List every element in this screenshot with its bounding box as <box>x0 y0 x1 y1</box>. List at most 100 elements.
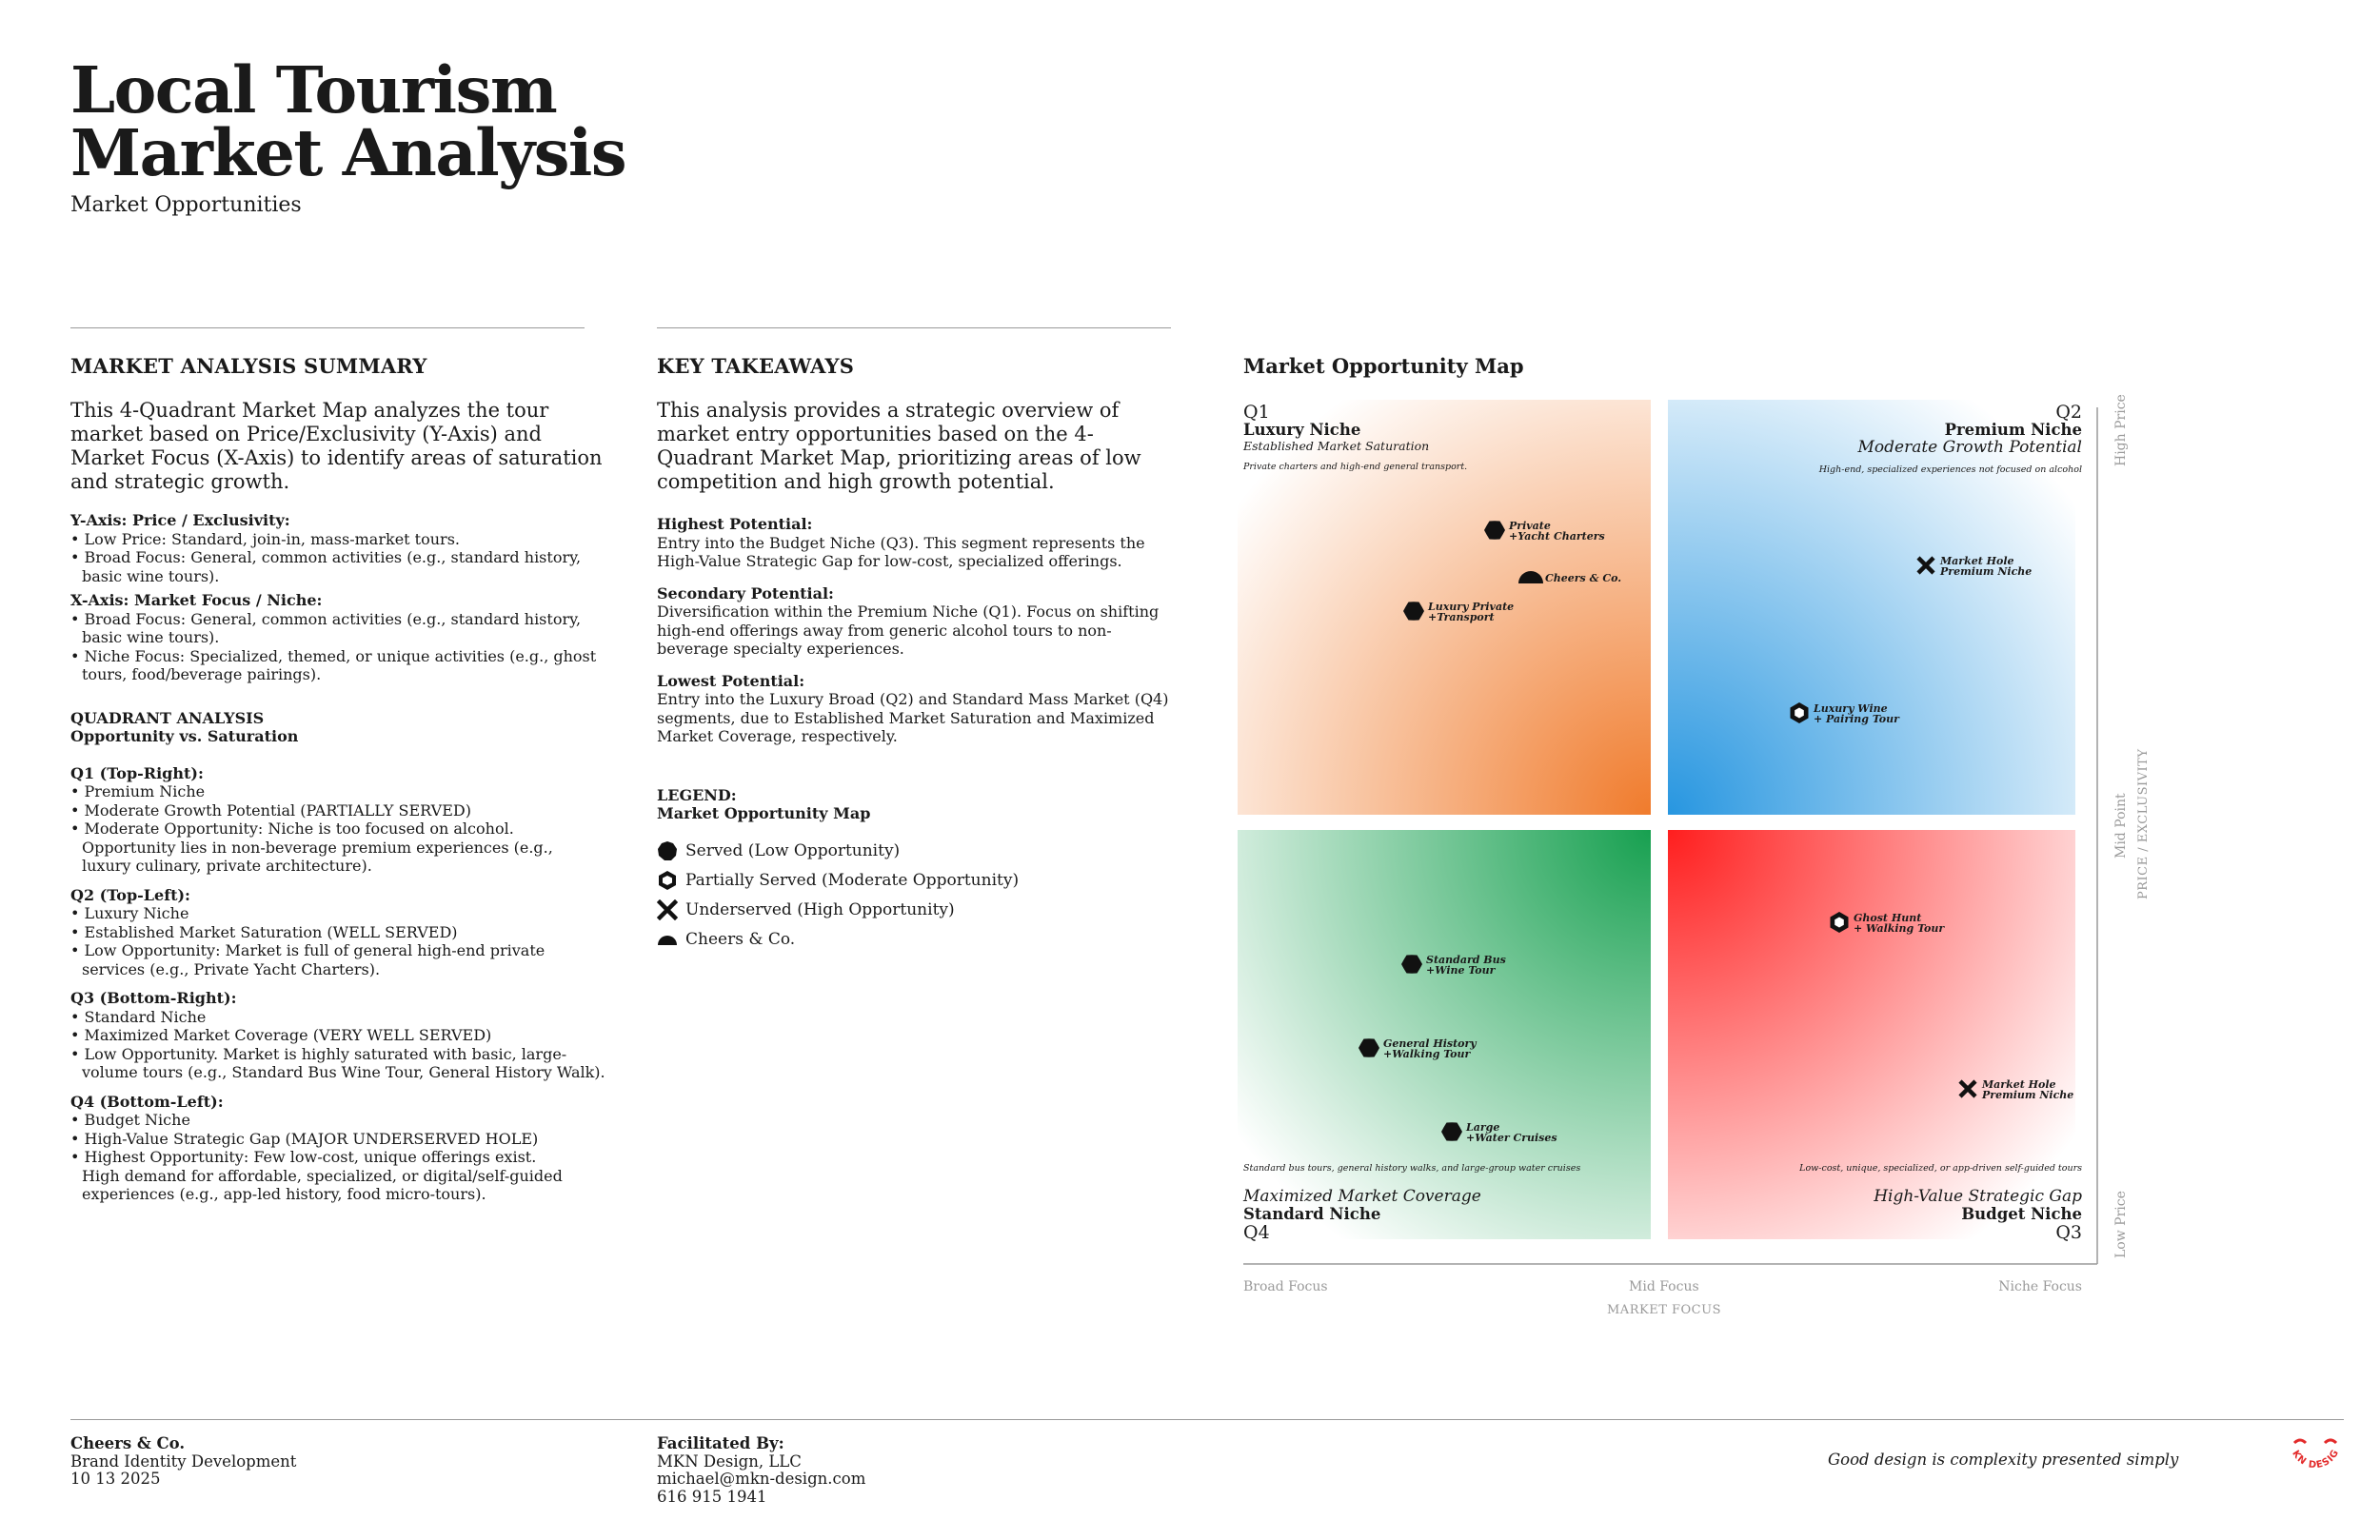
quadrant-item: • Moderate Opportunity: Niche is too foc… <box>70 819 553 875</box>
summary-divider <box>70 327 585 328</box>
point-label-line: Cheers & Co. <box>1545 572 1622 584</box>
quadrant-block-q4: Q4 (Bottom-Left): • Budget Niche • High-… <box>70 1093 604 1204</box>
footer-client: Cheers & Co. Brand Identity Development … <box>70 1434 296 1489</box>
quadrant-item: • Budget Niche <box>70 1111 190 1129</box>
quadrant-item: • Premium Niche <box>70 782 206 800</box>
quadrant-label: Q4 (Bottom-Left): <box>70 1092 224 1111</box>
q1-label-block: Q1 Luxury Niche Established Market Satur… <box>1243 403 1467 472</box>
takeaway-text: Diversification within the Premium Niche… <box>657 602 1160 658</box>
client-name: Cheers & Co. <box>70 1434 186 1452</box>
quadrant-label: Q1 (Top-Right): <box>70 763 204 782</box>
map-point-label: Luxury Private +Transport <box>1428 602 1514 622</box>
facilitated-label: Facilitated By: <box>657 1434 784 1452</box>
q1-area <box>1238 400 1651 815</box>
q1-sub: Established Market Saturation <box>1243 439 1430 453</box>
x-axis-item: • Niche Focus: Specialized, themed, or u… <box>70 646 597 684</box>
cheers-icon <box>658 936 677 945</box>
point-label-line: Large <box>1466 1121 1500 1134</box>
takeaway-item: Highest Potential: Entry into the Budget… <box>657 515 1171 571</box>
summary-intro: This 4-Quadrant Market Map analyzes the … <box>70 399 603 493</box>
served-point-icon <box>1441 1122 1462 1141</box>
x-axis-item: • Broad Focus: General, common activitie… <box>70 609 582 647</box>
x-tick-broad: Broad Focus <box>1243 1279 1328 1294</box>
email-link[interactable]: michael@mkn-design.com <box>657 1470 866 1488</box>
y-axis-label: Y-Axis: Price / Exclusivity: <box>70 511 290 529</box>
y-axis-item: • Broad Focus: General, common activitie… <box>70 548 582 585</box>
quadrant-label: Q2 (Top-Left): <box>70 885 190 904</box>
q1-note: Private charters and high-end general tr… <box>1243 462 1468 472</box>
q3-label-block: High-Value Strategic Gap Budget Niche Q3 <box>1874 1188 2082 1243</box>
q4-area <box>1238 830 1651 1239</box>
q1-number: Q1 <box>1243 402 1270 423</box>
project-date: 10 13 2025 <box>70 1470 161 1488</box>
legend-item-underserved: Underserved (High Opportunity) <box>657 896 1171 925</box>
underserved-icon <box>657 899 678 920</box>
point-label-line: Standard Bus <box>1426 954 1506 966</box>
quadrant-analysis-heading: QUADRANT ANALYSIS <box>70 708 265 727</box>
page-subtitle: Market Opportunities <box>70 193 302 217</box>
takeaways-divider <box>657 327 1171 328</box>
takeaways-heading: KEY TAKEAWAYS <box>657 354 855 378</box>
served-point-icon <box>1403 602 1424 621</box>
legend-heading-block: LEGEND: Market Opportunity Map <box>657 786 1171 823</box>
quadrant-analysis-subheading: Opportunity vs. Saturation <box>70 727 299 745</box>
q2-name: Premium Niche <box>1944 421 2082 439</box>
legend-label: Underserved (High Opportunity) <box>685 900 955 919</box>
takeaway-item: Lowest Potential: Entry into the Luxury … <box>657 672 1171 746</box>
phone-number: 616 915 1941 <box>657 1487 767 1506</box>
legend-label: Partially Served (Moderate Opportunity) <box>685 871 1020 890</box>
point-label-line: Market Hole <box>1940 555 2014 567</box>
q2-label-block: Q2 Premium Niche Moderate Growth Potenti… <box>1819 403 2082 475</box>
q3-name: Budget Niche <box>1961 1205 2082 1223</box>
q2-note: High-end, specialized experiences not fo… <box>1818 464 2082 475</box>
legend-label: Served (Low Opportunity) <box>685 841 901 860</box>
q3-area <box>1668 830 2075 1239</box>
point-label-line: Market Hole <box>1982 1078 2056 1091</box>
takeaway-label: Lowest Potential: <box>657 671 805 690</box>
served-point-icon <box>1401 955 1422 974</box>
takeaway-label: Highest Potential: <box>657 515 813 533</box>
q3-number: Q3 <box>2055 1222 2082 1243</box>
point-label-line: Premium Niche <box>1982 1089 2074 1101</box>
q3-note: Low-cost, unique, specialized, or app-dr… <box>1799 1163 2082 1174</box>
footer-facilitator: Facilitated By: MKN Design, LLC michael@… <box>657 1434 866 1506</box>
summary-column: MARKET ANALYSIS SUMMARY This 4-Quadrant … <box>70 354 605 1214</box>
q4-note: Standard bus tours, general history walk… <box>1243 1163 1581 1174</box>
title-line-2: Market Analysis <box>70 115 627 190</box>
x-tick-mid: Mid Focus <box>1629 1279 1699 1294</box>
legend-item-served: Served (Low Opportunity) <box>657 837 1171 866</box>
map-point-label: Cheers & Co. <box>1545 573 1621 583</box>
q4-number: Q4 <box>1243 1222 1270 1243</box>
legend-item-cheers: Cheers & Co. <box>657 925 1171 955</box>
map-point-label: Private +Yacht Charters <box>1509 521 1605 542</box>
summary-heading: MARKET ANALYSIS SUMMARY <box>70 354 427 378</box>
map-points <box>1359 521 1977 1141</box>
page-title: Local Tourism Market Analysis <box>70 58 627 190</box>
y-tick-high: High Price <box>2113 394 2129 466</box>
takeaway-item: Secondary Potential: Diversification wit… <box>657 584 1171 659</box>
quadrant-item: • Standard Niche <box>70 1007 207 1026</box>
point-label-line: +Transport <box>1428 611 1495 623</box>
q1-name: Luxury Niche <box>1243 421 1361 439</box>
quadrant-item: • High-Value Strategic Gap (MAJOR UNDERS… <box>70 1129 539 1148</box>
point-label-line: Premium Niche <box>1940 565 2033 578</box>
takeaways-intro: This analysis provides a strategic overv… <box>657 399 1141 493</box>
map-point-label: Market Hole Premium Niche <box>1940 556 2032 577</box>
x-axis-label: X-Axis: Market Focus / Niche: <box>70 591 323 609</box>
point-label-line: + Pairing Tour <box>1814 713 1899 725</box>
map-point-label: Market Hole Premium Niche <box>1982 1079 2073 1100</box>
quadrant-label: Q3 (Bottom-Right): <box>70 989 237 1007</box>
point-label-line: +Yacht Charters <box>1509 530 1605 543</box>
point-label-line: Luxury Private <box>1428 601 1515 613</box>
footer-tagline: Good design is complexity presented simp… <box>1828 1451 2179 1469</box>
served-point-icon <box>1359 1038 1379 1057</box>
partially-served-point-icon <box>1830 912 1849 933</box>
y-axis-title: PRICE / EXCLUSIVITY <box>2136 748 2151 899</box>
footer-divider <box>70 1419 2344 1420</box>
quadrant-block-q1: Q1 (Top-Right): • Premium Niche • Modera… <box>70 764 604 876</box>
quadrant-item: • Highest Opportunity: Few low-cost, uni… <box>70 1148 563 1203</box>
point-label-line: +Wine Tour <box>1426 964 1496 977</box>
x-axis-title: MARKET FOCUS <box>1607 1303 1721 1317</box>
legend-subheading: Market Opportunity Map <box>657 804 871 822</box>
point-label-line: +Water Cruises <box>1466 1132 1557 1144</box>
